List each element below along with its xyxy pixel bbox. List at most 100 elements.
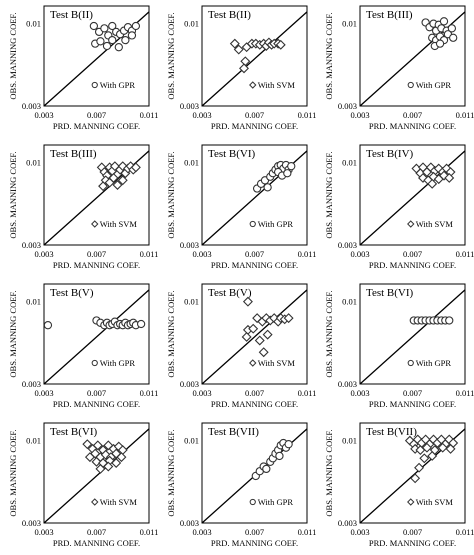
data-point — [445, 443, 456, 454]
x-tick-label: 0.007 — [245, 388, 264, 398]
data-point — [248, 323, 259, 334]
legend-label: With GPR — [100, 80, 136, 90]
data-points — [43, 316, 146, 330]
data-point — [275, 39, 286, 50]
x-tick-label: 0.011 — [298, 527, 317, 537]
scatter-panel-10: 0.003 0.007 0.011 0.003 0.01 PRD. MANNING COE… — [8, 422, 158, 548]
y-tick-label: 0.01 — [184, 158, 199, 168]
scatter-panel-8: 0.003 0.007 0.011 0.003 0.01 PRD. MANNING COE… — [166, 283, 317, 409]
data-point — [82, 439, 93, 450]
plot-frame — [359, 5, 466, 107]
data-point — [254, 335, 265, 346]
x-tick-label: 0.011 — [140, 388, 159, 398]
y-tick-label: 0.01 — [184, 436, 199, 446]
y-tick-label: 0.003 — [338, 240, 357, 250]
x-tick-label: 0.011 — [456, 527, 474, 537]
x-tick-label: 0.007 — [403, 249, 422, 259]
data-point — [263, 183, 272, 192]
y-tick-label: 0.003 — [180, 379, 199, 389]
y-axis-label: OBS. MANNING COEF. — [324, 429, 334, 516]
panel-title: Test B(VII) — [366, 426, 417, 438]
x-tick-label: 0.011 — [456, 249, 474, 259]
x-tick-label: 0.003 — [34, 388, 53, 398]
data-point — [92, 440, 103, 451]
x-tick-label: 0.007 — [87, 110, 106, 120]
data-point — [100, 24, 109, 33]
y-tick-label: 0.003 — [338, 379, 357, 389]
data-points — [409, 316, 454, 325]
y-axis-label: OBS. MANNING COEF. — [166, 290, 176, 377]
scatter-panel-3: 0.003 0.007 0.011 0.003 0.01 PRD. MANNING COE… — [324, 5, 474, 131]
data-point — [427, 450, 438, 461]
legend-marker — [91, 498, 99, 506]
legend-marker — [249, 498, 256, 506]
scatter-panel-4: 0.003 0.007 0.011 0.003 0.01 PRD. MANNING COE… — [8, 144, 158, 270]
legend-marker — [91, 81, 98, 89]
data-point — [116, 452, 127, 463]
data-points — [89, 21, 141, 52]
y-tick-label: 0.01 — [184, 19, 199, 29]
data-point — [447, 24, 457, 33]
plot-frame — [201, 5, 308, 107]
y-tick-label: 0.01 — [26, 436, 41, 446]
x-tick-label: 0.011 — [298, 110, 317, 120]
data-point — [258, 347, 269, 358]
data-point — [283, 313, 294, 324]
y-tick-label: 0.01 — [26, 19, 41, 29]
x-tick-label: 0.007 — [87, 527, 106, 537]
data-points — [82, 439, 128, 474]
data-point — [108, 172, 119, 183]
data-point — [95, 463, 106, 474]
data-point — [112, 180, 123, 190]
y-tick-label: 0.003 — [180, 518, 199, 528]
data-point — [410, 473, 421, 484]
x-tick-label: 0.007 — [87, 388, 106, 398]
plot-frame — [43, 5, 150, 107]
x-axis-label: PRD. MANNING COEF. — [369, 121, 456, 131]
data-point — [252, 313, 263, 324]
data-point — [127, 31, 137, 40]
x-tick-label: 0.007 — [245, 527, 264, 537]
data-point — [439, 170, 449, 181]
legend-marker — [91, 220, 99, 228]
x-tick-label: 0.007 — [403, 527, 422, 537]
y-tick-label: 0.003 — [180, 240, 199, 250]
y-tick-label: 0.003 — [180, 101, 199, 111]
panel-title: Test B(III) — [366, 9, 413, 21]
panel-title: Test B(VI) — [366, 287, 414, 299]
y-tick-label: 0.003 — [338, 101, 357, 111]
data-point — [102, 41, 112, 51]
diagonal-line — [201, 11, 308, 107]
diagonal-line — [43, 428, 150, 524]
panel-title: Test B(II) — [208, 9, 251, 21]
y-axis-label: OBS. MANNING COEF. — [8, 290, 18, 377]
plot-frame — [359, 422, 466, 524]
data-point — [275, 451, 284, 461]
data-point — [108, 35, 117, 45]
data-points — [411, 162, 456, 189]
legend-label: With GPR — [100, 358, 136, 368]
data-points — [96, 161, 141, 192]
x-tick-label: 0.003 — [192, 110, 211, 120]
x-tick-label: 0.011 — [298, 388, 317, 398]
x-axis-label: PRD. MANNING COEF. — [211, 399, 298, 409]
data-point — [435, 39, 445, 48]
data-point — [43, 321, 53, 330]
plot-frame — [201, 144, 308, 246]
y-axis-label: OBS. MANNING COEF. — [166, 429, 176, 516]
data-point — [96, 37, 105, 46]
legend-label: With SVM — [416, 219, 454, 229]
x-tick-label: 0.007 — [403, 110, 422, 120]
data-points — [251, 438, 293, 481]
legend-marker — [249, 220, 256, 228]
legend-marker — [249, 81, 257, 89]
data-point — [449, 33, 458, 42]
panel-title: Test B(V) — [208, 287, 252, 299]
data-point — [91, 456, 102, 467]
y-axis-label: OBS. MANNING COEF. — [8, 151, 18, 238]
x-tick-label: 0.003 — [192, 249, 211, 259]
x-tick-label: 0.011 — [456, 388, 474, 398]
panel-title: Test B(III) — [50, 148, 97, 160]
data-point — [242, 296, 253, 307]
